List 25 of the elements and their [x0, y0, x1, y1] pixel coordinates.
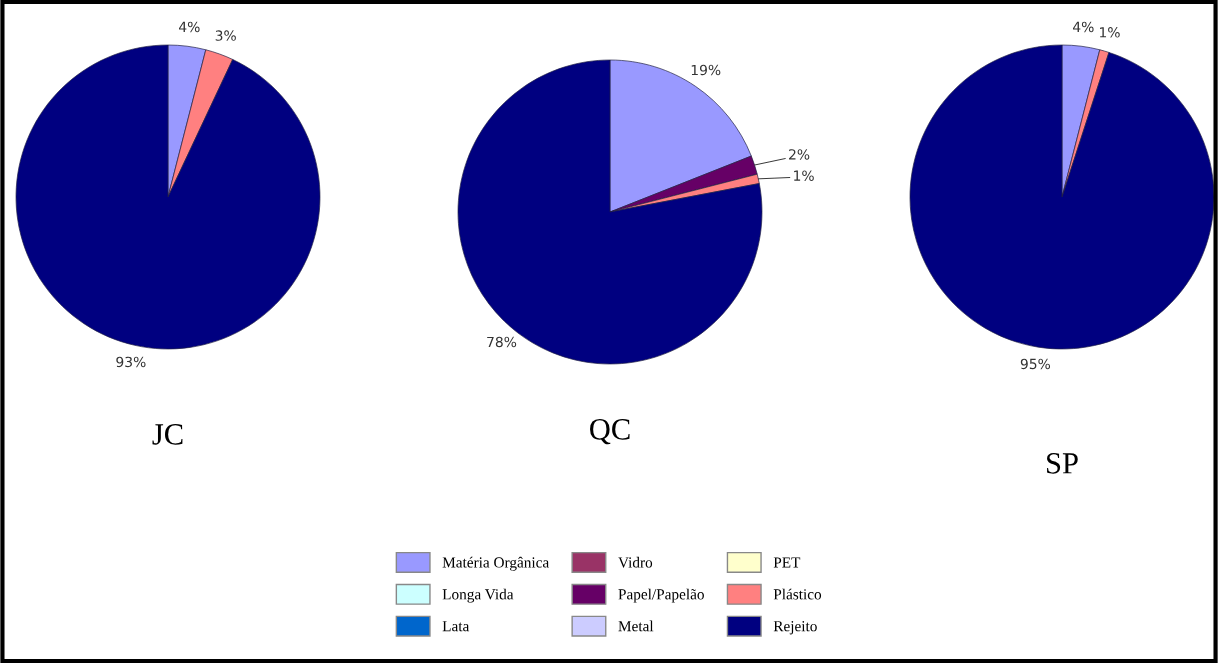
legend-label: Papel/Papelão: [618, 588, 704, 603]
data-label: 1%: [1100, 27, 1120, 38]
data-label: 3%: [215, 30, 236, 41]
data-label: 95%: [1020, 358, 1051, 370]
data-label: 78%: [487, 336, 517, 348]
pie-slice: [457, 59, 763, 365]
legend-label: Vidro: [618, 556, 653, 568]
text: QC: [590, 419, 630, 445]
data-label: 19%: [691, 64, 721, 76]
data-label: 93%: [116, 356, 146, 368]
legend-label: Metal: [618, 620, 654, 632]
legend-label: PET: [773, 557, 801, 568]
data-label: 4%: [1073, 21, 1094, 33]
data-label: 4%: [179, 21, 200, 33]
pie-slice: [15, 44, 321, 350]
text: JC: [152, 424, 183, 445]
pie-slice: [909, 44, 1215, 350]
legend-label: Longa Vida: [442, 588, 514, 603]
legend-label: Plástico: [773, 588, 822, 600]
legend-label: Lata: [442, 621, 470, 632]
legend-label: Matéria Orgânica: [442, 556, 550, 571]
text: SP: [1047, 453, 1078, 474]
data-label: 1%: [794, 170, 814, 181]
data-label: 2%: [789, 149, 810, 160]
legend-label: Rejeito: [773, 621, 817, 635]
